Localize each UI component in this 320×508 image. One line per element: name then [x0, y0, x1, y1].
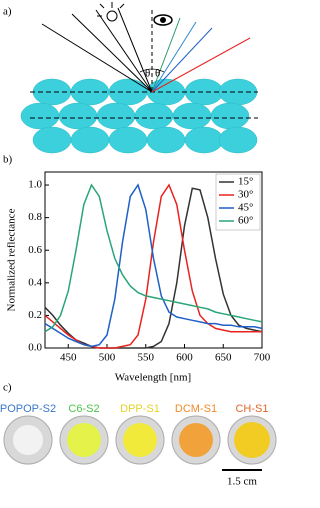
- sample-label: DCM-S1: [175, 403, 217, 415]
- legend-label: 45°: [238, 202, 253, 214]
- x-tick-label: 600: [176, 352, 193, 364]
- sample-label: POPOP-S2: [0, 403, 56, 415]
- scale-bar-label: 1.5 cm: [227, 476, 257, 488]
- angle-label: θ: [155, 68, 160, 80]
- x-tick-label: 500: [99, 352, 116, 364]
- sample-label: CH-S1: [235, 403, 268, 415]
- y-tick-label: 0.0: [28, 342, 42, 354]
- x-tick-label: 450: [60, 352, 77, 364]
- panel-label: b): [3, 154, 13, 166]
- y-tick-label: 0.6: [28, 244, 42, 256]
- angle-label: θ: [145, 68, 150, 80]
- x-tick-label: 700: [254, 352, 271, 364]
- x-tick-label: 550: [138, 352, 155, 364]
- legend-label: 30°: [238, 189, 253, 201]
- diagram: θ θ: [20, 2, 258, 154]
- panel-label: c): [3, 382, 12, 394]
- data-line: [44, 187, 263, 349]
- sample-dishes: [3, 415, 277, 465]
- legend-label: 60°: [238, 215, 253, 227]
- data-line: [44, 183, 263, 333]
- x-axis-label: Wavelength [nm]: [115, 372, 191, 384]
- y-tick-label: 0.2: [28, 309, 42, 321]
- sample-label: DPP-S1: [120, 403, 160, 415]
- legend-label: 15°: [238, 176, 253, 188]
- figure: a) b) c) θ θ Wavelength [nm] Normalized …: [0, 2, 277, 488]
- y-tick-label: 1.0: [28, 179, 42, 191]
- y-axis-label: Normalized reflectance: [6, 208, 18, 311]
- sample-label: C6-S2: [68, 403, 99, 415]
- panel-label: a): [3, 6, 12, 18]
- y-tick-label: 0.8: [28, 211, 42, 223]
- plot-frame: [44, 171, 263, 349]
- y-tick-label: 0.4: [28, 276, 42, 288]
- data-line: [44, 183, 263, 348]
- x-tick-label: 650: [215, 352, 232, 364]
